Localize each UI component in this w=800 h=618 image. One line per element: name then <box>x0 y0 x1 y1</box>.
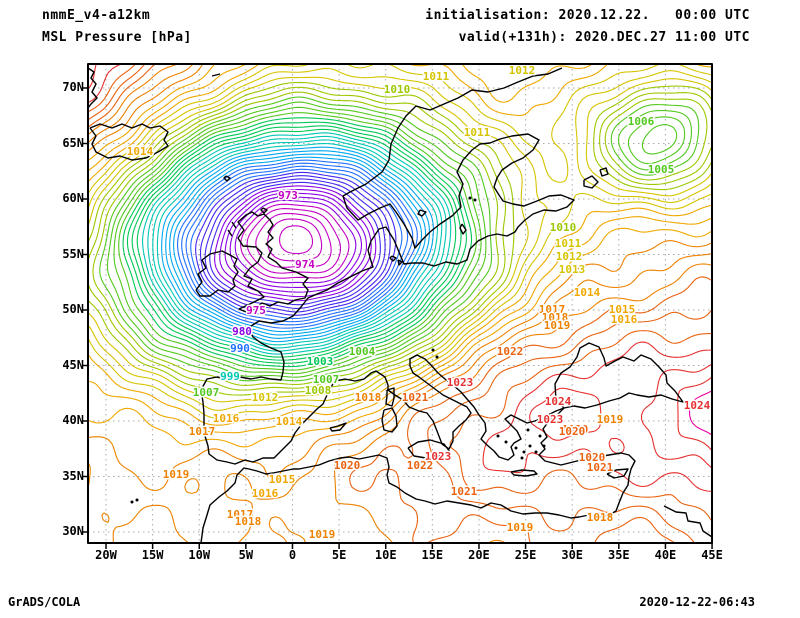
x-tick-label: 10E <box>374 548 397 562</box>
y-tick-label: 30N <box>62 524 84 538</box>
x-tick-label: 45E <box>701 548 723 562</box>
y-tick-label: 50N <box>62 302 84 316</box>
x-tick-label: 15W <box>141 548 164 562</box>
y-tick-label: 45N <box>62 357 84 372</box>
x-tick-label: 0 <box>288 548 297 562</box>
y-tick-label: 70N <box>62 80 84 94</box>
valid-time: valid(+131h): 2020.DEC.27 11:00 UTC <box>458 30 750 45</box>
creation-timestamp: 2020-12-22-06:43 <box>639 595 755 609</box>
y-tick-label: 60N <box>62 191 84 205</box>
y-tick-label: 55N <box>62 246 84 261</box>
grads-credit: GrADS/COLA <box>8 595 81 609</box>
x-tick-label: 10W <box>188 548 211 562</box>
x-tick-label: 15E <box>421 548 444 562</box>
y-tick-label: 40N <box>62 413 84 427</box>
x-tick-label: 20E <box>468 548 490 562</box>
x-tick-label: 30E <box>561 548 584 562</box>
model-name: nmmE_v4-a12km <box>42 8 151 23</box>
initialisation-time: initialisation: 2020.12.22. 00:00 UTC <box>425 8 750 23</box>
y-tick-label: 65N <box>62 135 84 150</box>
x-tick-label: 5E <box>331 548 347 562</box>
x-tick-label: 5W <box>238 548 254 562</box>
x-tick-label: 20W <box>95 548 117 562</box>
field-name: MSL Pressure [hPa] <box>42 30 192 45</box>
y-tick-label: 35N <box>62 468 84 483</box>
x-tick-label: 35E <box>607 548 630 562</box>
x-tick-label: 25E <box>514 548 537 562</box>
x-tick-label: 40E <box>654 548 677 562</box>
